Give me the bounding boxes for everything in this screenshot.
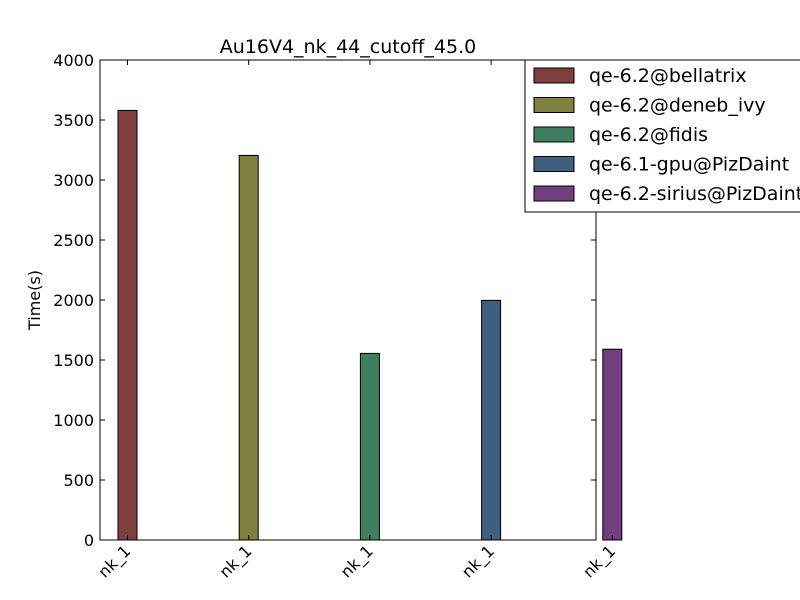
y-tick-label: 2500 — [53, 231, 94, 250]
y-tick-label: 500 — [63, 471, 94, 490]
legend-label: qe-6.2-sirius@PizDaint — [589, 183, 800, 205]
legend-swatch — [533, 156, 575, 172]
y-tick-label: 4000 — [53, 51, 94, 70]
y-axis: 0 500 1000 1500 2000 2500 3000 3500 4000 — [53, 51, 596, 550]
legend-label: qe-6.2@bellatrix — [589, 65, 747, 87]
legend-label: qe-6.2@fidis — [589, 124, 708, 146]
y-tick-label: 2000 — [53, 291, 94, 310]
y-axis-label: Time(s) — [25, 270, 44, 331]
legend-label: qe-6.1-gpu@PizDaint — [589, 154, 789, 176]
y-tick-label: 3000 — [53, 171, 94, 190]
legend-swatch — [533, 97, 575, 113]
x-tick-label: nk_1 — [94, 541, 135, 582]
x-tick-label: nk_1 — [337, 541, 378, 582]
legend-swatch — [533, 185, 575, 202]
bar — [359, 352, 380, 541]
bars-group — [117, 109, 623, 541]
plot-frame — [99, 59, 597, 541]
bar — [117, 109, 138, 541]
y-tick-label: 3500 — [53, 111, 94, 130]
x-tick-label: nk_1 — [216, 541, 257, 582]
bar — [602, 348, 623, 541]
legend-label: qe-6.2@deneb_ivy — [589, 95, 766, 117]
x-tick-label: nk_1 — [458, 541, 499, 582]
legend: qe-6.2@bellatrix qe-6.2@deneb_ivy qe-6.2@f… — [524, 59, 800, 213]
legend-swatch — [533, 126, 575, 143]
legend-swatch — [533, 67, 575, 84]
bar — [238, 154, 259, 541]
bar — [481, 299, 502, 541]
chart-title: Au16V4_nk_44_cutoff_45.0 — [220, 36, 476, 58]
x-tick-label: nk_1 — [579, 541, 620, 582]
y-tick-label: 0 — [84, 531, 94, 550]
y-tick-label: 1000 — [53, 411, 94, 430]
y-tick-label: 1500 — [53, 351, 94, 370]
